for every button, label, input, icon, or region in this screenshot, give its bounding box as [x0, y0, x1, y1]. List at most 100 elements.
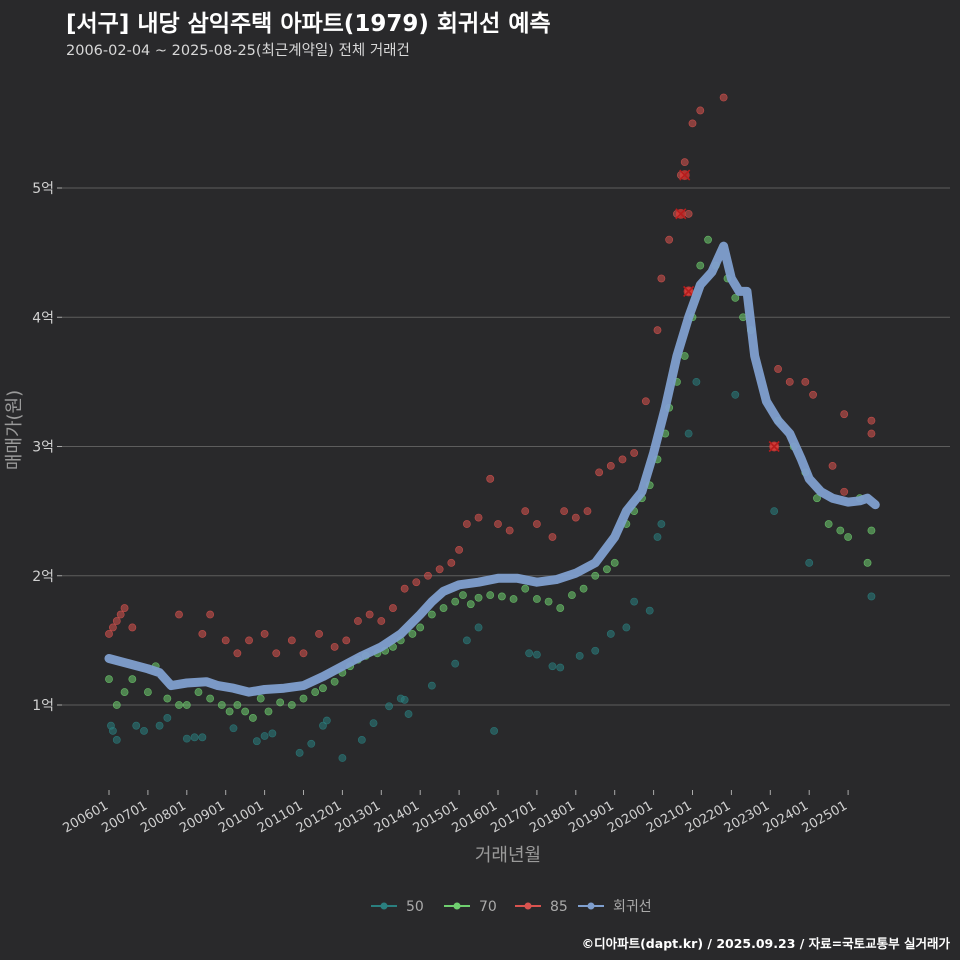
point-50 [369, 719, 378, 727]
point-50 [163, 714, 172, 722]
point-85 [688, 119, 697, 128]
point-85 [272, 649, 281, 658]
grid-layer [62, 187, 950, 706]
point-70 [264, 707, 273, 716]
point-85 [840, 410, 849, 419]
point-70 [486, 591, 495, 600]
regression-layer [104, 241, 880, 697]
point-70 [194, 688, 203, 696]
point-70 [427, 610, 436, 619]
point-70 [319, 684, 327, 693]
y-axis-title: 매매가(원) [4, 390, 25, 470]
point-50 [525, 649, 534, 658]
point-85 [521, 507, 530, 516]
point-85 [260, 630, 269, 638]
point-50 [490, 726, 499, 735]
point-70 [521, 584, 530, 593]
point-50 [404, 710, 413, 718]
point-70 [217, 701, 226, 709]
point-85 [801, 377, 810, 386]
point-85 [560, 507, 569, 516]
point-70 [105, 675, 113, 684]
point-50 [548, 662, 557, 671]
point-70 [256, 694, 265, 703]
point-70 [474, 593, 483, 602]
point-70 [299, 694, 308, 703]
point-85 [175, 610, 183, 619]
highlight-cross [683, 285, 695, 297]
point-70 [287, 701, 296, 709]
point-50 [630, 597, 639, 606]
point-70 [466, 600, 475, 609]
point-85 [606, 461, 615, 470]
point-50 [108, 726, 117, 735]
point-50 [867, 592, 876, 601]
point-85 [221, 636, 230, 645]
point-85 [424, 571, 432, 580]
point-50 [268, 729, 277, 738]
point-70 [844, 533, 852, 541]
point-85 [412, 578, 421, 587]
point-50 [295, 748, 304, 757]
chart-title: [서구] 내당 삼익주택 아파트(1979) 회귀선 예측 [66, 11, 551, 37]
point-85 [867, 416, 876, 425]
point-85 [105, 630, 113, 638]
point-85 [867, 429, 876, 438]
x-axis-title: 거래년월 [475, 845, 541, 866]
point-layer [105, 93, 876, 762]
point-85 [657, 274, 666, 283]
point-85 [354, 617, 362, 625]
point-50 [653, 533, 662, 541]
point-50 [692, 377, 701, 386]
legend-marker [380, 902, 388, 910]
point-50 [684, 429, 693, 438]
point-85 [330, 642, 339, 651]
point-70 [206, 694, 215, 703]
point-70 [579, 584, 588, 593]
point-70 [451, 597, 460, 606]
point-85 [785, 377, 794, 386]
axis-layer: 1억2억3억4억5억200601200701200801200901201001… [4, 181, 850, 866]
point-85 [435, 565, 444, 574]
point-50 [322, 716, 331, 725]
point-70 [408, 630, 417, 638]
point-50 [385, 702, 393, 711]
highlight-cross [679, 169, 691, 181]
point-50 [400, 695, 409, 704]
chart-subtitle: 2006-02-04 ~ 2025-08-25(최근계약일) 전체 거래건 [66, 43, 410, 59]
legend-label: 회귀선 [613, 899, 652, 915]
point-70 [249, 714, 257, 722]
point-85 [641, 397, 650, 406]
regression-line [104, 241, 880, 697]
point-70 [813, 494, 821, 503]
y-tick-label: 2억 [32, 569, 54, 585]
point-70 [591, 571, 600, 580]
point-70 [163, 694, 172, 703]
point-50 [132, 721, 141, 730]
point-50 [182, 734, 191, 743]
point-50 [657, 520, 666, 528]
point-85 [630, 449, 639, 457]
legend-label: 85 [550, 899, 568, 915]
point-70 [603, 565, 611, 574]
point-85 [112, 617, 121, 625]
point-50 [319, 721, 327, 730]
point-85 [455, 546, 463, 554]
point-70 [509, 595, 518, 603]
point-70 [439, 604, 448, 612]
point-70 [696, 261, 705, 270]
legend-marker [587, 902, 595, 910]
point-70 [568, 591, 576, 600]
point-70 [276, 698, 285, 707]
point-50 [307, 739, 316, 748]
point-70 [225, 707, 234, 716]
point-50 [606, 630, 615, 638]
point-85 [342, 636, 351, 645]
point-70 [330, 677, 339, 686]
point-50 [155, 721, 164, 730]
point-70 [311, 688, 320, 696]
point-70 [112, 701, 121, 709]
point-85 [447, 558, 456, 567]
y-tick-label: 4억 [32, 310, 54, 326]
point-50 [140, 726, 148, 735]
